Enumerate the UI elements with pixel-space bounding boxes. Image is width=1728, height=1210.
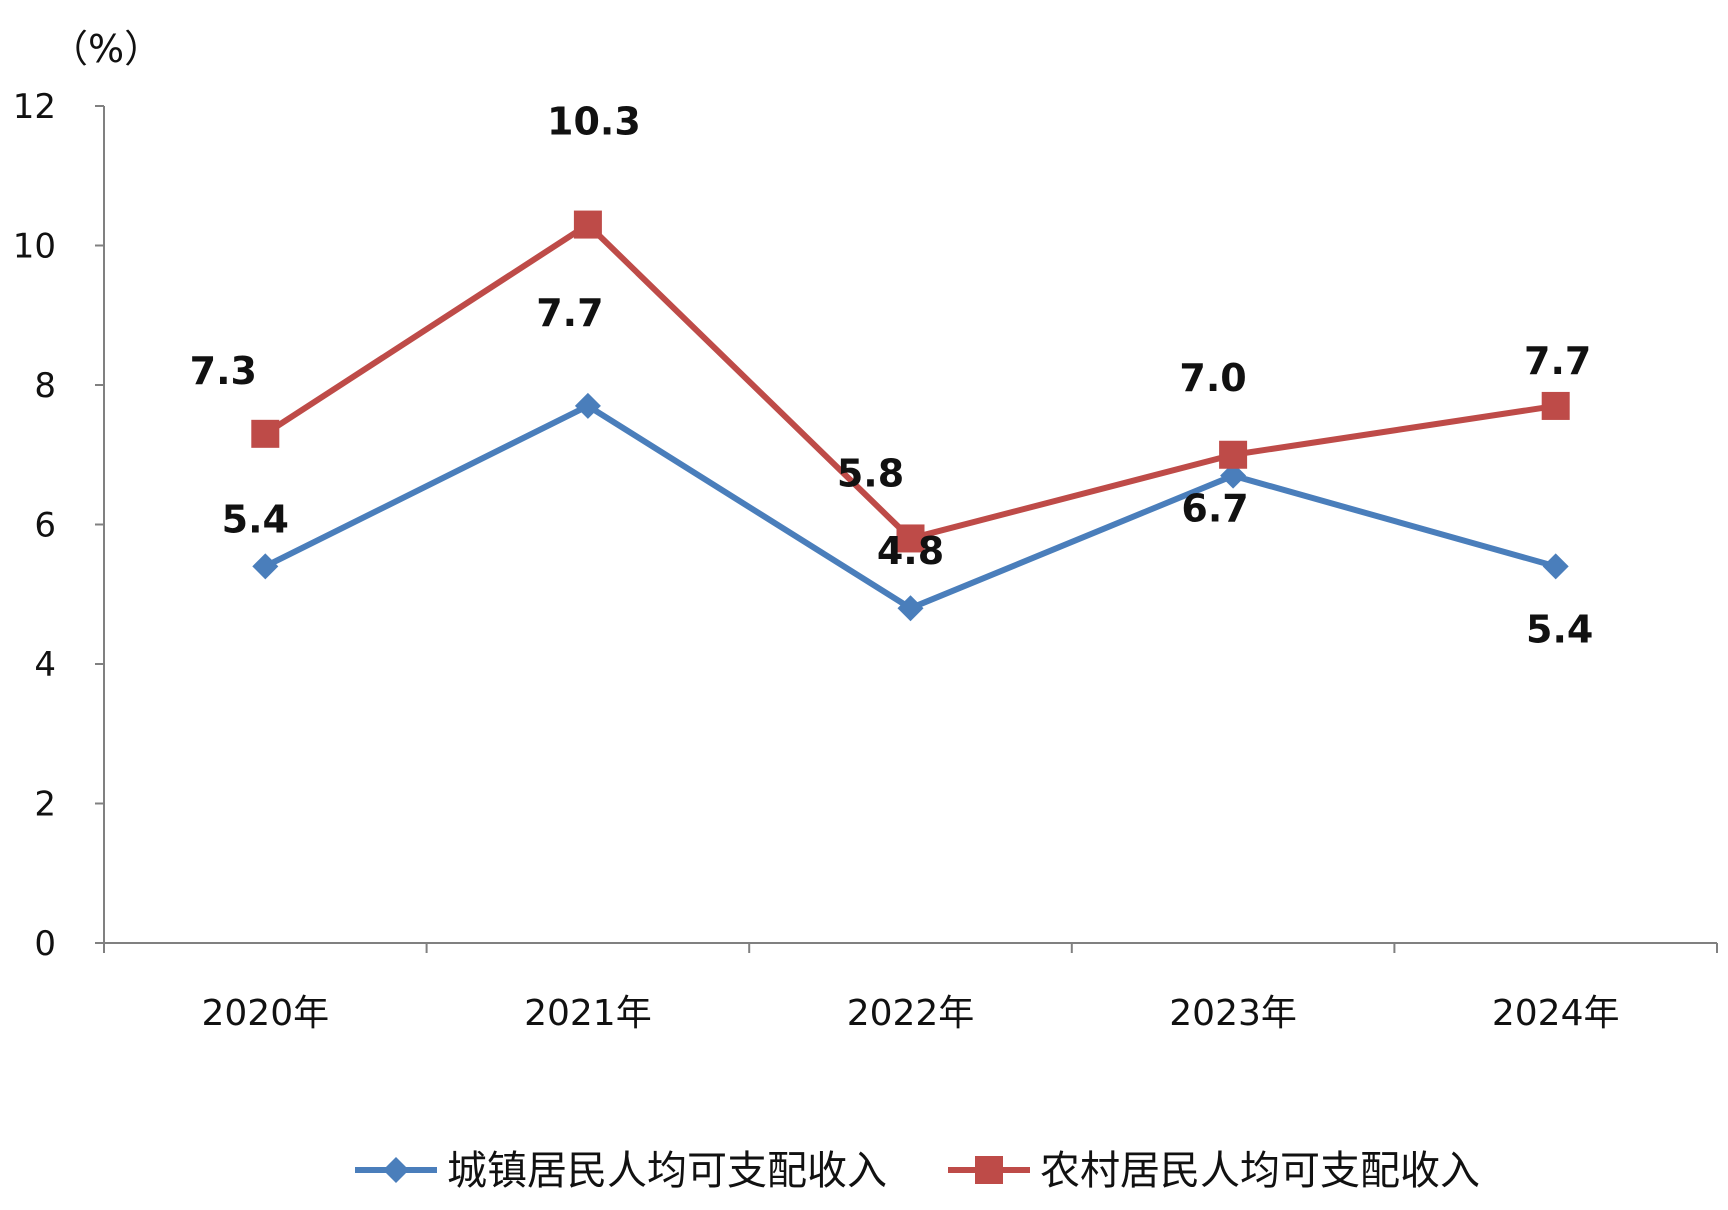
data-label: 5.8	[837, 451, 904, 495]
data-label: 7.3	[190, 349, 257, 393]
diamond-marker	[897, 595, 924, 622]
square-marker	[251, 419, 280, 448]
square-marker	[1219, 440, 1248, 469]
data-label: 4.8	[877, 529, 944, 573]
data-labels: 5.4 7.7 4.8 6.7 5.4 7.3 10.3 5.8 7.0 7.7	[190, 100, 1594, 652]
y-axis-unit-label: （%）	[50, 27, 162, 71]
x-tick-label: 2021年	[524, 993, 652, 1034]
y-tick-label: 0	[34, 924, 56, 964]
diamond-marker	[574, 392, 601, 419]
legend-label: 城镇居民人均可支配收入	[447, 1148, 887, 1194]
y-tick-label: 10	[13, 227, 56, 267]
diamond-marker	[252, 553, 279, 580]
series-group	[251, 210, 1570, 622]
y-tick-label: 2	[34, 785, 56, 825]
legend: 城镇居民人均可支配收入 农村居民人均可支配收入	[355, 1148, 1480, 1194]
legend-diamond-marker	[383, 1157, 409, 1183]
x-tick-label: 2020年	[201, 993, 329, 1034]
data-label: 10.3	[547, 100, 641, 144]
data-label: 5.4	[222, 497, 289, 541]
legend-square-marker	[975, 1156, 1003, 1184]
x-tick-label: 2024年	[1492, 993, 1620, 1034]
data-label: 5.4	[1526, 607, 1593, 651]
diamond-marker	[1220, 462, 1247, 489]
square-marker	[573, 210, 602, 239]
data-label: 7.7	[1524, 339, 1591, 383]
data-label: 7.0	[1179, 356, 1246, 400]
axes: 0 2 4 6 8 10 12 2020年 2021年 2022年 2023年 2024年	[13, 87, 1718, 1034]
y-tick-label: 8	[34, 366, 56, 406]
diamond-marker	[1542, 553, 1569, 580]
legend-label: 农村居民人均可支配收入	[1040, 1148, 1480, 1194]
series-line-2	[263, 221, 1557, 542]
x-tick-label: 2023年	[1169, 993, 1297, 1034]
square-marker	[1541, 391, 1570, 420]
data-label: 7.7	[536, 291, 603, 335]
y-tick-label: 12	[13, 87, 56, 127]
y-tick-label: 4	[34, 645, 56, 685]
data-label: 6.7	[1181, 487, 1248, 531]
x-tick-label: 2022年	[847, 993, 975, 1034]
y-tick-label: 6	[34, 506, 56, 546]
square-marker	[896, 524, 925, 553]
